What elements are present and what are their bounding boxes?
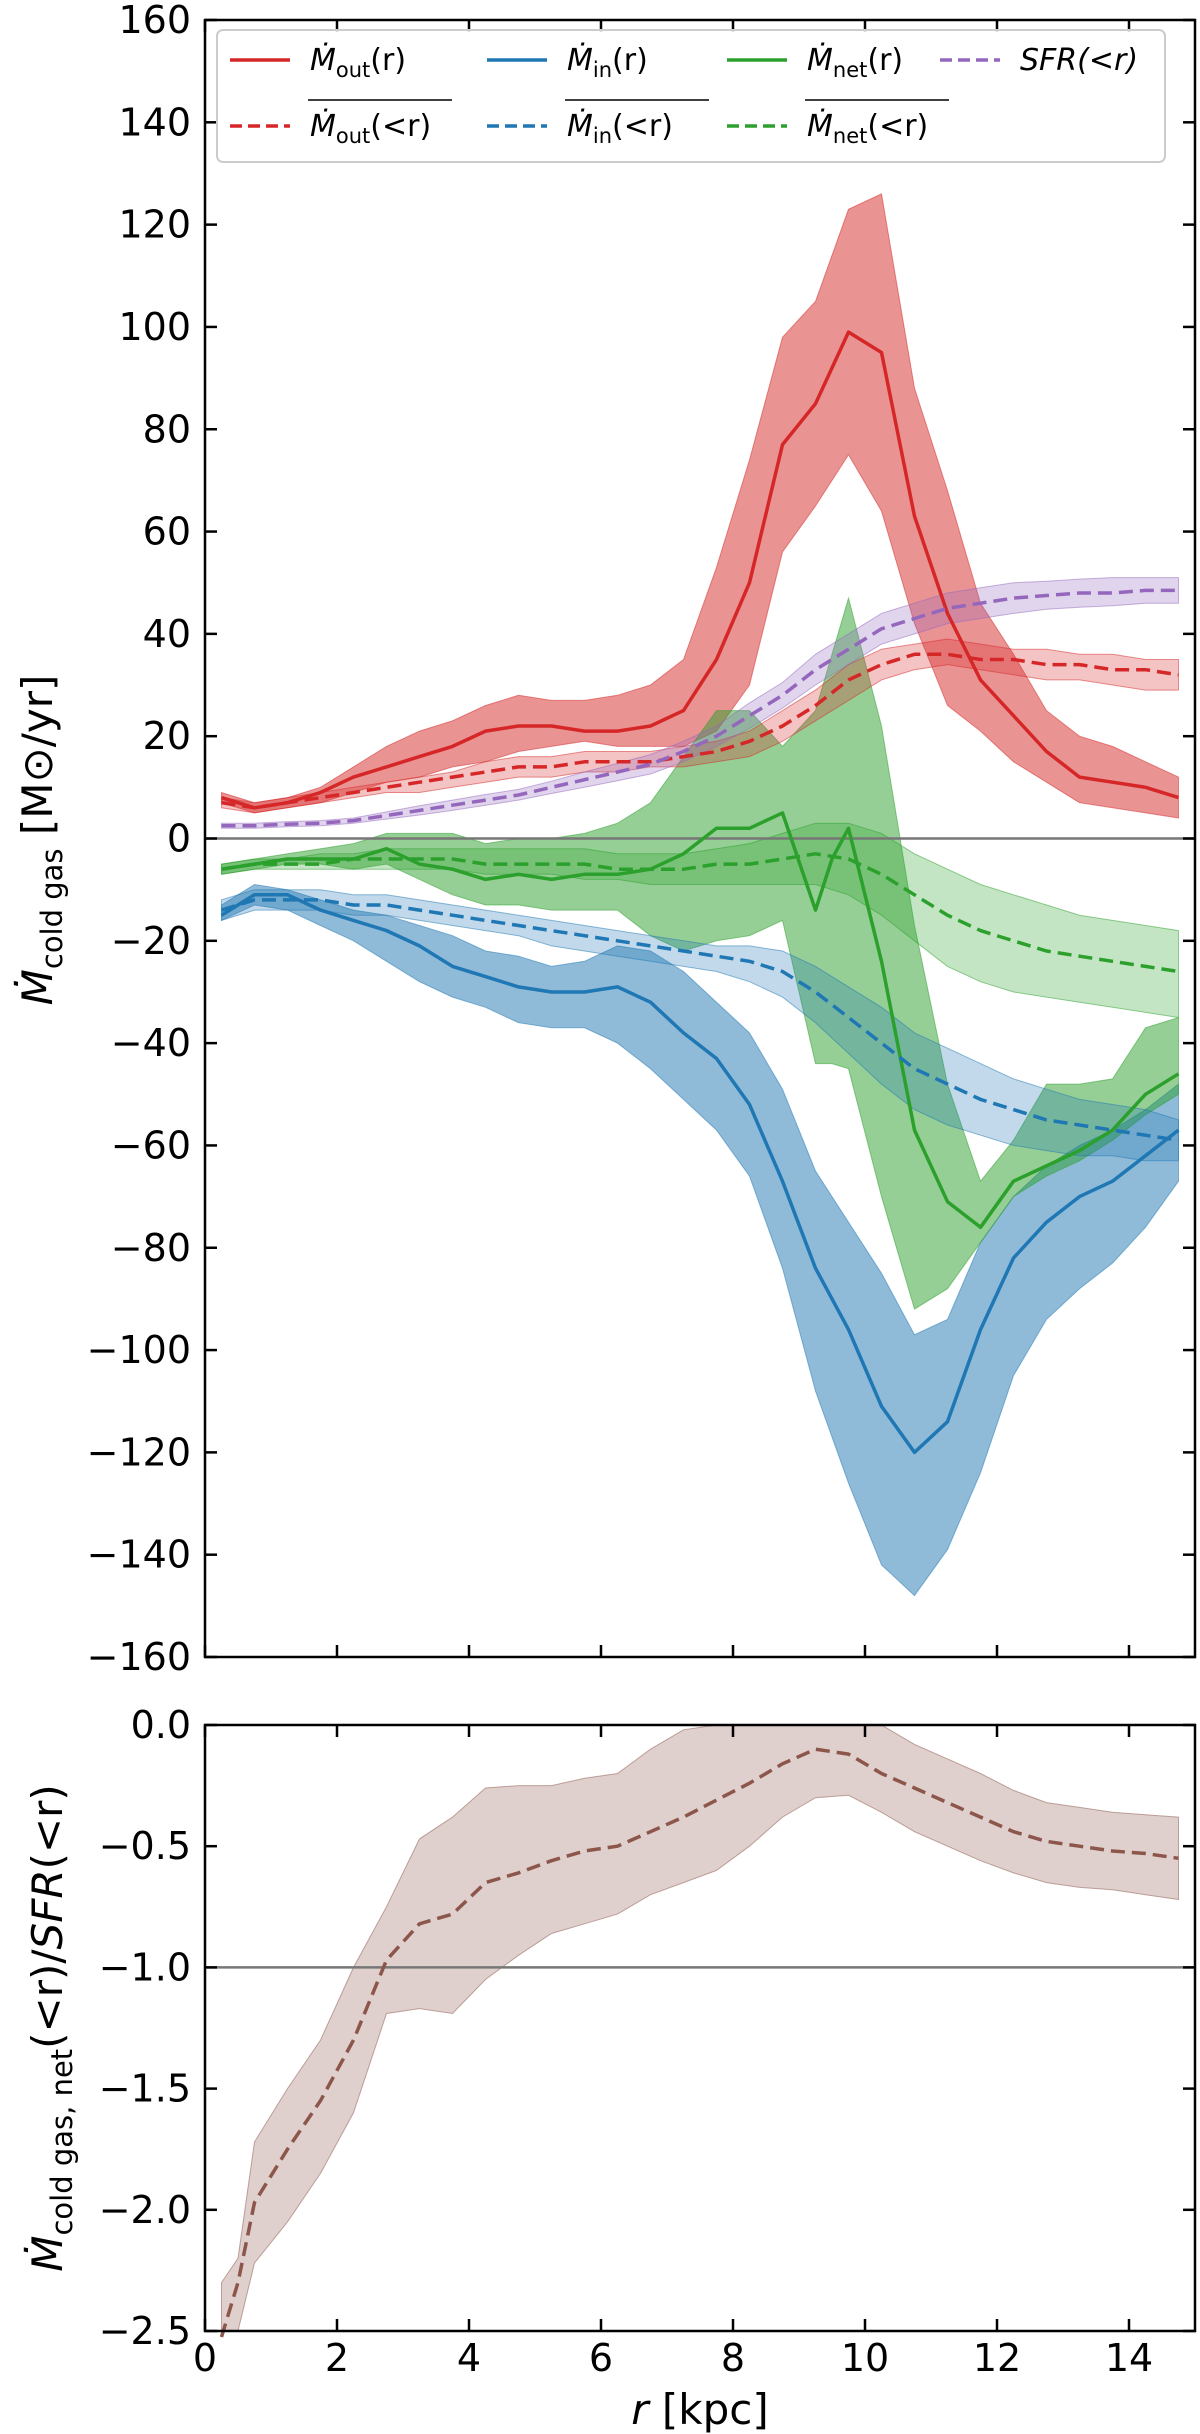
bottom-xtick-label: 8 (721, 2336, 745, 2380)
top-line-sfr (221, 588, 1179, 828)
top-ytick-label: −80 (111, 1226, 191, 1270)
legend-entries: Ṁout(r) Ṁin(r) Ṁnet(r) SFR(<r) Ṁout(<r) Ṁin(<… (230, 42, 1138, 148)
top-ytick-label: 80 (143, 407, 191, 451)
bottom-ylabel-sub: cold gas, net (45, 2049, 79, 2236)
top-ytick-label: 120 (118, 203, 191, 247)
top-ytick-label: 40 (143, 612, 191, 656)
legend-label-min_r: Ṁin(r) (567, 42, 648, 82)
top-line-mnet_r (221, 811, 1180, 1230)
legend-label-mnet_r: Ṁnet(r) (807, 42, 903, 82)
top-panel: −160 −140 −120 −100 −80 −60 −40 −20 0 20 40 60 80 100… (12, 0, 1197, 1679)
top-line-mout_avg (221, 652, 1179, 810)
top-ytick-label: 140 (118, 100, 191, 144)
top-ylabel-units: [M⊙/yr] (13, 675, 62, 849)
bottom-band-ratio (221, 1724, 1179, 2332)
legend-box (216, 29, 1166, 163)
top-band-mout_avg (221, 638, 1179, 814)
top-band-min_avg (221, 889, 1179, 1162)
bottom-xlabel: r [kpc] (631, 2385, 768, 2434)
bottom-ytick-label: −2.0 (99, 2188, 191, 2232)
top-ytick-label: 20 (143, 714, 191, 758)
legend: Ṁout(r) Ṁin(r) Ṁnet(r) SFR(<r) Ṁout(<r) Ṁin(<… (216, 29, 1166, 163)
bottom-line-ratio (219, 1747, 1179, 2338)
bottom-xtick-label: 2 (325, 2336, 349, 2380)
top-ylabel: Ṁcold gas [M⊙/yr] (12, 675, 69, 1006)
legend-label-min_avg: Ṁin(<r) (567, 108, 673, 148)
bottom-xtick-label: 6 (589, 2336, 613, 2380)
bottom-ylabel-post3: (<r) (23, 1784, 72, 1869)
bottom-xtick-labels: 0 2 4 6 8 10 12 14 (193, 2336, 1153, 2380)
top-ytick-label: −140 (87, 1533, 191, 1577)
bottom-ylabel-post2: SFR (23, 1869, 72, 1949)
top-line-min_avg (220, 898, 1179, 1143)
bottom-xlabel-var: r (631, 2385, 651, 2434)
bottom-ytick-label: 0.0 (131, 1703, 191, 1747)
bottom-confidence-bands (221, 1724, 1179, 2332)
bottom-xlabel-units: [kpc] (649, 2385, 769, 2434)
top-ytick-label: 100 (118, 305, 191, 349)
bottom-panel: −2.5 −2.0 −1.5 −1.0 −0.5 0.0 0 2 4 6 8 10 12 14 Ṁcol… (22, 1703, 1197, 2434)
bottom-xtick-label: 10 (841, 2336, 889, 2380)
top-ytick-label: −100 (87, 1328, 191, 1372)
top-ytick-label: 160 (118, 0, 191, 42)
top-ylabel-sub: cold gas (35, 848, 69, 969)
top-line-min_r (220, 893, 1180, 1455)
bottom-ylabel-post: (<r)/ (23, 1949, 72, 2049)
top-ytick-label: 0 (167, 817, 191, 861)
legend-label-mout_avg: Ṁout(<r) (310, 108, 431, 148)
top-series-lines (220, 330, 1180, 1455)
top-axis-ticks (203, 18, 1195, 1659)
legend-label-mout_r: Ṁout(r) (310, 42, 406, 82)
legend-label-sfr: SFR(<r) (1020, 43, 1138, 78)
bottom-ytick-label: −1.0 (99, 1945, 191, 1989)
top-plot-frame (203, 18, 1197, 1659)
top-ytick-label: 60 (143, 510, 191, 554)
top-band-mnet_r (221, 596, 1179, 1310)
top-ytick-label: −120 (87, 1430, 191, 1474)
bottom-xtick-label: 12 (973, 2336, 1021, 2380)
top-ytick-label: −160 (87, 1635, 191, 1679)
bottom-xtick-label: 14 (1105, 2336, 1153, 2380)
bottom-ytick-labels: −2.5 −2.0 −1.5 −1.0 −0.5 0.0 (99, 1703, 191, 2353)
top-band-mout_r (221, 193, 1179, 819)
bottom-xtick-label: 4 (457, 2336, 481, 2380)
top-ytick-label: −60 (111, 1123, 191, 1167)
bottom-ylabel-base: Ṁ (22, 2236, 72, 2272)
bottom-plot-frame (203, 1723, 1197, 2333)
bottom-ylabel: Ṁcold gas, net(<r)/SFR(<r) (22, 1784, 79, 2272)
bottom-xtick-label: 0 (193, 2336, 217, 2380)
bottom-ytick-label: −2.5 (99, 2309, 191, 2353)
top-ytick-label: −40 (111, 1021, 191, 1065)
bottom-series-lines (219, 1747, 1179, 2338)
top-ytick-labels: −160 −140 −120 −100 −80 −60 −40 −20 0 20 40 60 80 100… (87, 0, 191, 1679)
bottom-ytick-label: −1.5 (99, 2067, 191, 2111)
top-line-mout_r (220, 330, 1180, 810)
top-ytick-label: −20 (111, 919, 191, 963)
top-band-sfr (221, 577, 1179, 829)
bottom-ytick-label: −0.5 (99, 1824, 191, 1868)
legend-label-mnet_avg: Ṁnet(<r) (807, 108, 928, 148)
top-line-mnet_avg (221, 852, 1179, 974)
top-ylabel-base: Ṁ (12, 969, 62, 1005)
top-band-min_r (221, 883, 1179, 1597)
